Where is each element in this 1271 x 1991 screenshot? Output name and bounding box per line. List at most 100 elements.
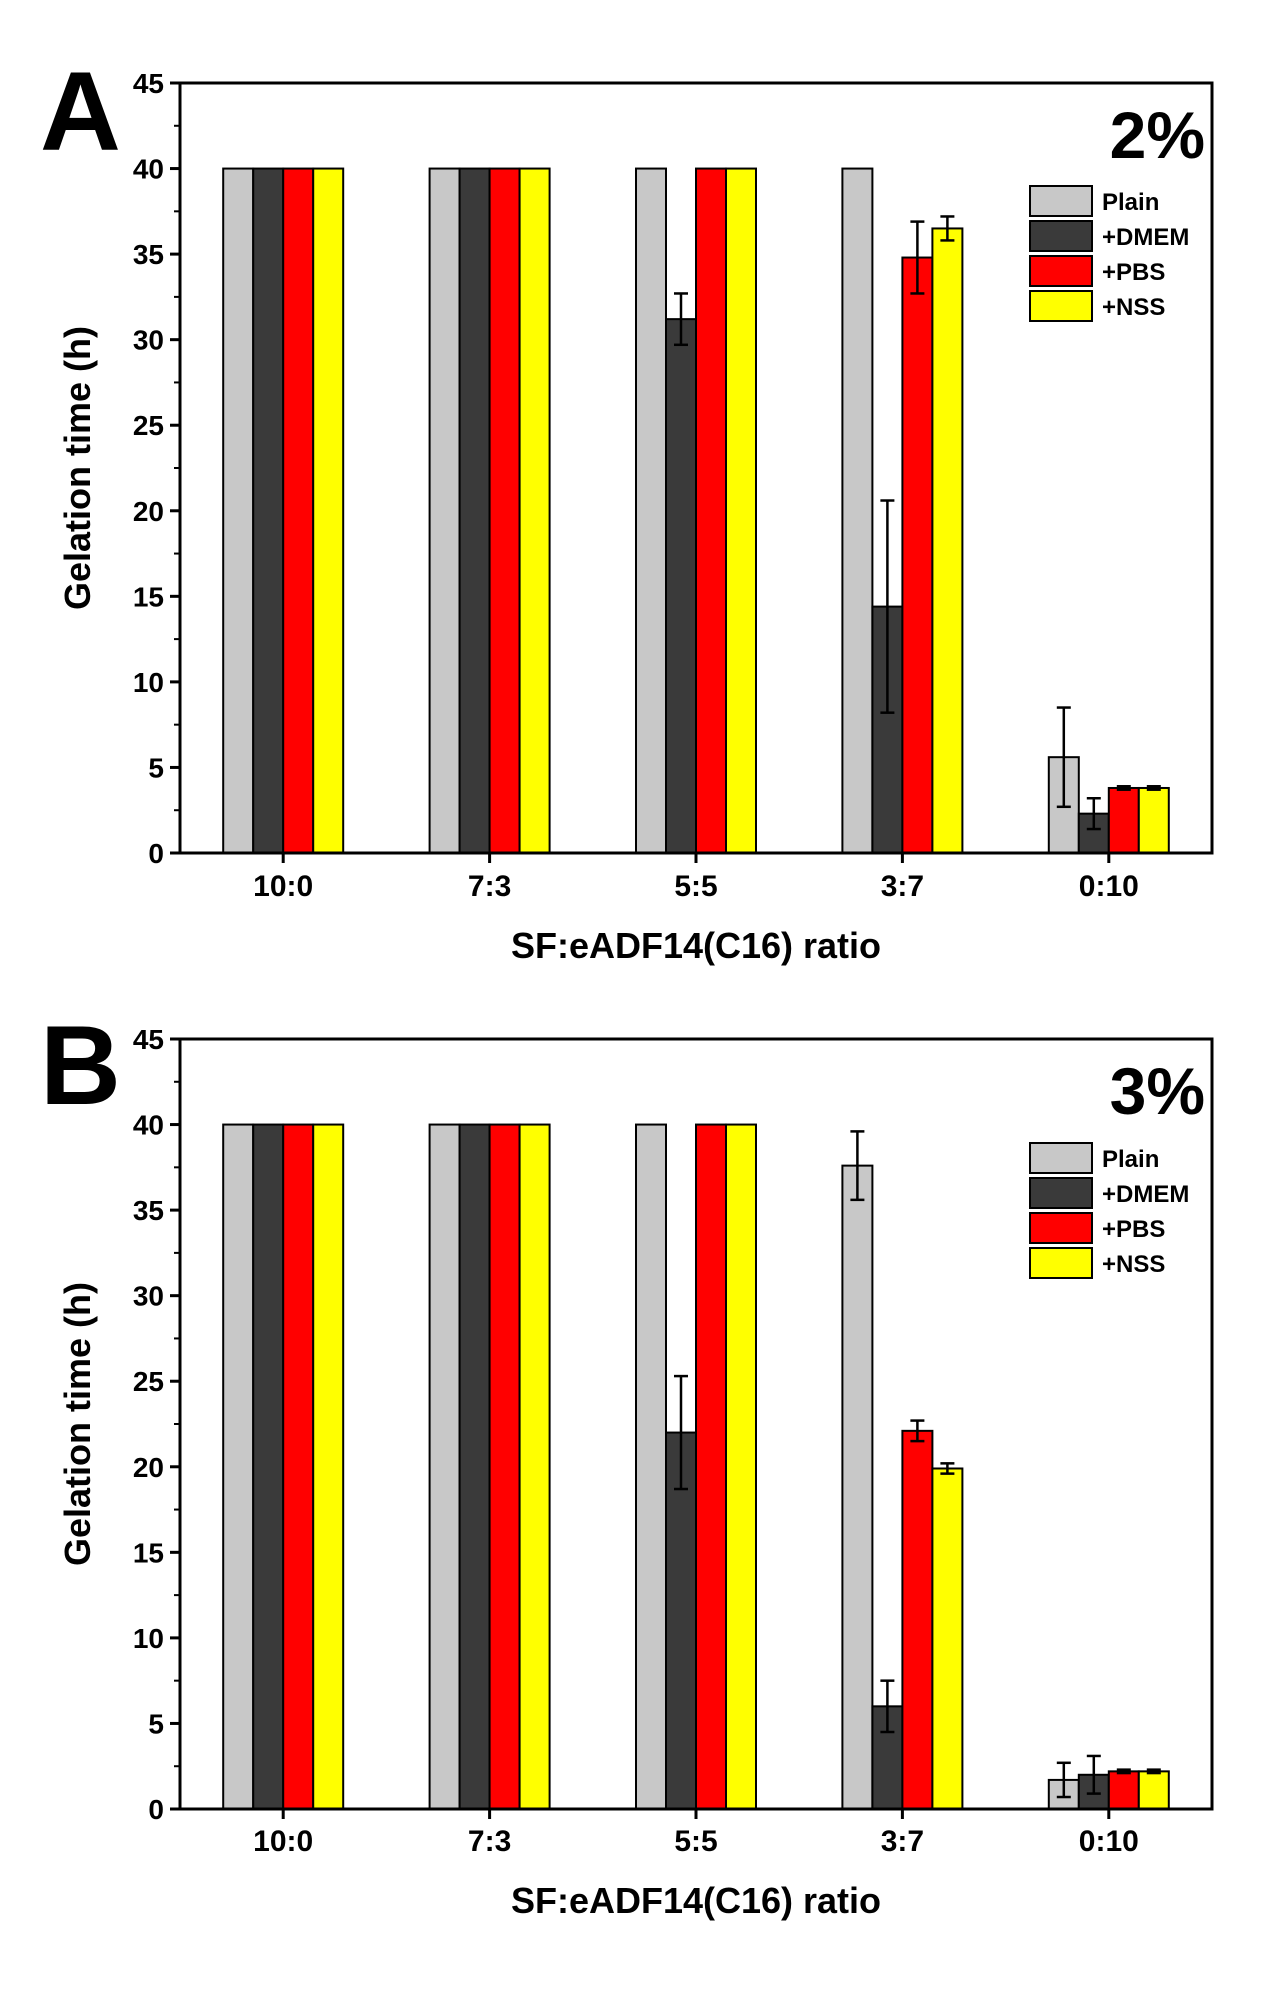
y-tick-label: 35: [133, 1195, 164, 1226]
bar-dmem-0: [252, 1123, 285, 1810]
legend-label: +PBS: [1102, 1216, 1165, 1243]
y-tick-label: 45: [133, 1024, 164, 1055]
y-axis-label: Gelation time (h): [57, 1282, 98, 1566]
bar-plain-2: [635, 1123, 667, 1810]
y-tick-label: 30: [133, 325, 164, 356]
legend-label: +DMEM: [1102, 224, 1189, 251]
panel-label: B: [40, 1003, 121, 1128]
bar-pbs-2: [695, 1123, 727, 1810]
y-tick-label: 40: [133, 1110, 164, 1141]
x-tick-label: 3:7: [881, 870, 924, 903]
x-tick-label: 0:10: [1079, 1825, 1139, 1858]
error-bar-dmem-4: [1086, 1754, 1101, 1795]
chart-panel-b: 0 5 10 15 20 25 30 35 40 45 10:0 7:3 5:5 3:7 0:10 SF:eA…: [40, 1003, 1214, 1921]
error-bar-dmem-3: [880, 1679, 895, 1734]
chart-title: 3%: [1110, 1054, 1205, 1128]
y-axis-label: Gelation time (h): [57, 326, 98, 610]
legend: Plain +DMEM +PBS +NSS: [1029, 1142, 1189, 1279]
x-tick-label: 7:3: [468, 870, 511, 903]
bar-nss-3: [931, 227, 964, 854]
legend: Plain +DMEM +PBS +NSS: [1029, 185, 1189, 322]
x-tick-label: 5:5: [674, 1825, 717, 1858]
error-bar-dmem-2: [674, 1374, 688, 1491]
bar-pbs-3: [901, 256, 934, 854]
y-tick-label: 30: [133, 1281, 164, 1312]
bar-plain-3: [841, 1164, 874, 1810]
bar-plain-0: [222, 167, 255, 855]
legend-label: +NSS: [1102, 1251, 1165, 1278]
bar-nss-4: [1137, 786, 1170, 855]
bar-nss-0: [312, 167, 345, 855]
bar-nss-1: [518, 167, 551, 855]
legend-label: +NSS: [1102, 294, 1165, 321]
error-bar-nss-4: [1146, 1768, 1161, 1775]
bar-nss-0: [312, 1123, 345, 1810]
legend-label: +DMEM: [1102, 1181, 1189, 1208]
error-bar-plain-3: [850, 1130, 865, 1202]
bar-plain-2: [635, 167, 667, 855]
y-tick-label: 5: [148, 1708, 164, 1739]
legend-swatch-pbs: [1029, 255, 1093, 287]
bar-dmem-0: [252, 167, 285, 855]
legend-swatch-plain: [1029, 1142, 1093, 1174]
bar-plain-1: [428, 1123, 461, 1810]
legend-swatch-pbs: [1029, 1212, 1093, 1244]
bar-nss-2: [725, 1123, 757, 1810]
y-tick-label: 20: [133, 496, 164, 527]
error-bar-pbs-3: [910, 220, 925, 295]
panels: 0 5 10 15 20 25 30 35 40 45 10:0 7:3 5:5 3:7 0:10 SF:eA…: [40, 49, 1214, 1921]
legend-swatch-nss: [1029, 1247, 1093, 1279]
x-tick-label: 10:0: [253, 870, 313, 903]
error-bar-nss-4: [1146, 785, 1161, 791]
error-bar-dmem-4: [1086, 796, 1101, 831]
bar-pbs-4: [1107, 786, 1140, 855]
y-tick-label: 10: [133, 667, 164, 698]
error-bar-dmem-3: [880, 499, 895, 714]
bar-pbs-1: [488, 167, 521, 855]
bar-plain-0: [222, 1123, 255, 1810]
bar-pbs-3: [901, 1429, 934, 1811]
bar-nss-1: [518, 1123, 551, 1810]
bar-pbs-1: [488, 1123, 521, 1810]
bar-plain-1: [428, 167, 461, 855]
x-axis-label: SF:eADF14(C16) ratio: [511, 1880, 881, 1921]
legend-label: +PBS: [1102, 259, 1165, 286]
x-tick-label: 7:3: [468, 1825, 511, 1858]
error-bar-pbs-4: [1116, 1768, 1131, 1775]
error-bar-pbs-3: [910, 1419, 925, 1443]
legend-swatch-nss: [1029, 290, 1093, 322]
bar-pbs-2: [695, 167, 727, 855]
y-tick-label: 15: [133, 1537, 164, 1568]
y-tick-label: 5: [148, 752, 164, 783]
x-tick-label: 10:0: [253, 1825, 313, 1858]
error-bar-nss-3: [940, 215, 955, 242]
bar-nss-2: [725, 167, 757, 855]
legend-label: Plain: [1102, 189, 1159, 216]
legend-label: Plain: [1102, 1146, 1159, 1173]
bar-nss-3: [931, 1467, 964, 1810]
y-tick-label: 25: [133, 410, 164, 441]
error-bar-pbs-4: [1116, 785, 1131, 791]
y-tick-label: 0: [148, 1794, 164, 1825]
error-bar-plain-4: [1056, 1761, 1071, 1799]
bar-plain-3: [841, 167, 874, 855]
x-axis-label: SF:eADF14(C16) ratio: [511, 925, 881, 966]
x-tick-label: 5:5: [674, 870, 717, 903]
y-tick-label: 40: [133, 154, 164, 185]
y-tick-label: 15: [133, 581, 164, 612]
error-bar-nss-3: [940, 1462, 955, 1475]
y-tick-label: 45: [133, 68, 164, 99]
legend-swatch-dmem: [1029, 1177, 1093, 1209]
bar-pbs-0: [282, 1123, 315, 1810]
bar-dmem-1: [458, 167, 491, 855]
y-tick-label: 0: [148, 838, 164, 869]
error-bar-dmem-2: [674, 292, 688, 347]
y-tick-label: 20: [133, 1452, 164, 1483]
bar-nss-4: [1137, 1770, 1170, 1811]
y-tick-label: 35: [133, 239, 164, 270]
panel-label: A: [40, 49, 121, 174]
bar-dmem-1: [458, 1123, 491, 1810]
legend-swatch-plain: [1029, 185, 1093, 217]
x-tick-label: 0:10: [1079, 870, 1139, 903]
